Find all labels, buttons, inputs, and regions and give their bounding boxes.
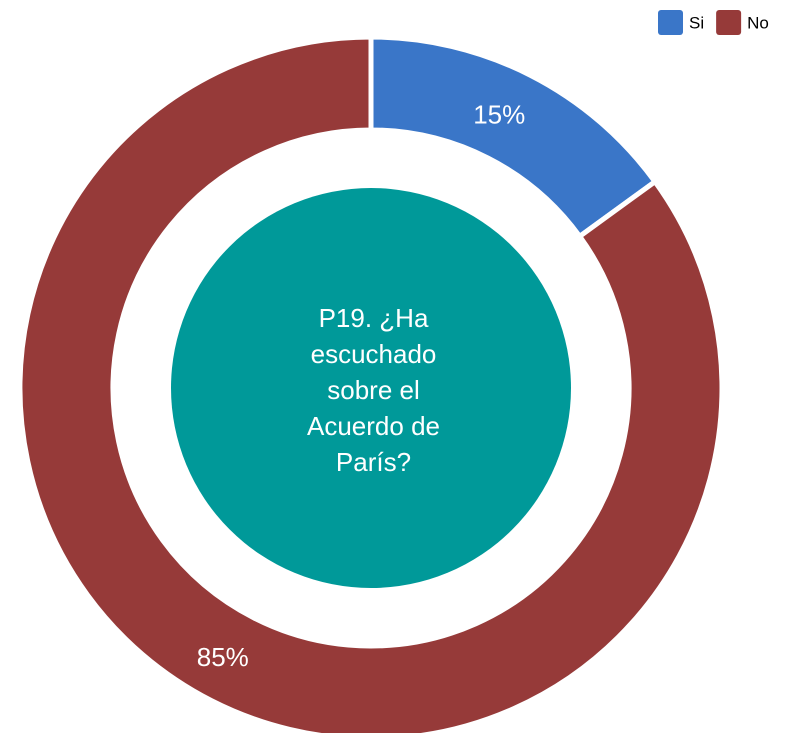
legend-label: Si — [689, 13, 704, 32]
center-circle — [171, 188, 571, 588]
data-label: 85% — [197, 642, 249, 672]
data-label: 15% — [473, 100, 525, 130]
legend-swatch — [658, 10, 683, 35]
legend-swatch — [716, 10, 742, 35]
donut-slice — [17, 34, 725, 733]
chart-title: P19. ¿Ha escuchado sobre el Acuerdo de P… — [307, 303, 440, 477]
legend-label: No — [747, 13, 769, 32]
